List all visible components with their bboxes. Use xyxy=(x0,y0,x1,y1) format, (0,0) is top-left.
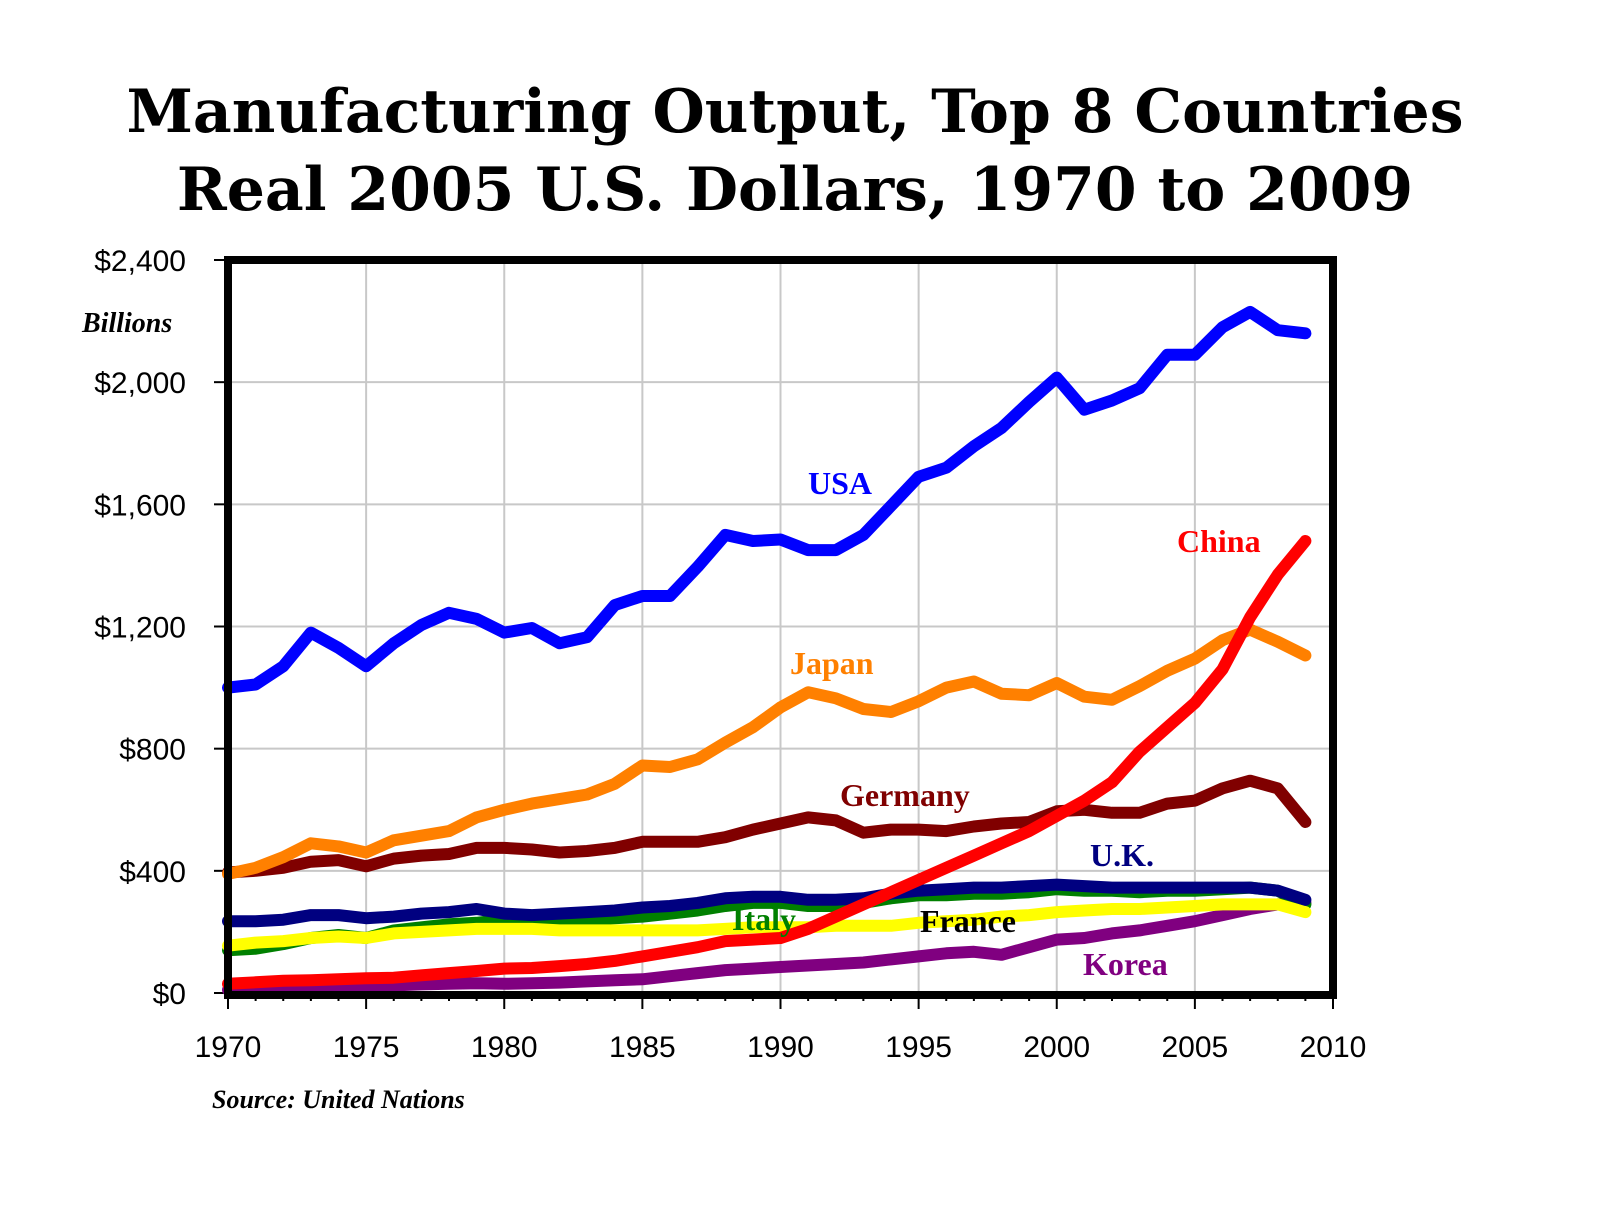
series-line-uk xyxy=(222,878,1312,928)
x-tick-label: 1990 xyxy=(747,1031,814,1064)
series-label-italy: Italy xyxy=(732,901,796,937)
source-note: Source: United Nations xyxy=(212,1085,465,1114)
gridlines xyxy=(227,259,1334,994)
series-label-japan: Japan xyxy=(790,645,874,681)
series-line-china xyxy=(222,535,1312,990)
series-line-france xyxy=(222,898,1312,952)
plot-frame xyxy=(224,256,1337,999)
y-tick-label: $800 xyxy=(119,734,186,767)
y-tick-label: $2,000 xyxy=(94,367,186,400)
x-tick-label: 2000 xyxy=(1023,1031,1090,1064)
x-tick-label: 1995 xyxy=(885,1031,952,1064)
series-line-germany xyxy=(222,774,1312,879)
series-label-usa: USA xyxy=(808,465,872,501)
x-tick-label: 1970 xyxy=(195,1031,262,1064)
y-tick-label: $1,600 xyxy=(94,489,186,522)
series-label-china: China xyxy=(1177,523,1261,559)
y-tick-label: $0 xyxy=(153,978,186,1011)
series-line-korea xyxy=(222,896,1312,996)
y-tick-label: $1,200 xyxy=(94,612,186,645)
y-axis-unit-label: Billions xyxy=(81,308,172,339)
x-axis-ticks: 1970 1975 1980 1985 1990 1995 2000 2005 2010 xyxy=(195,993,1367,1064)
series-labels: Korea Italy France U.K. Germany Japan China USA xyxy=(732,465,1261,982)
chart-title: Manufacturing Output, Top 8 Countries xyxy=(127,77,1464,147)
y-axis-ticks: $0 $400 $800 $1,200 $1,600 $2,000 $2,400 xyxy=(94,245,228,1011)
x-tick-label: 2010 xyxy=(1300,1031,1367,1064)
series-lines xyxy=(222,305,1312,996)
y-tick-label: $2,400 xyxy=(94,245,186,278)
series-label-france: France xyxy=(920,903,1016,939)
series-label-uk: U.K. xyxy=(1090,837,1154,873)
chart-subtitle: Real 2005 U.S. Dollars, 1970 to 2009 xyxy=(177,155,1413,225)
series-line-usa xyxy=(222,305,1312,694)
x-tick-label: 1980 xyxy=(471,1031,538,1064)
y-tick-label: $400 xyxy=(119,856,186,889)
series-label-germany: Germany xyxy=(840,777,970,813)
series-line-japan xyxy=(222,623,1312,880)
x-tick-label: 1985 xyxy=(609,1031,676,1064)
series-label-korea: Korea xyxy=(1083,946,1168,982)
x-tick-label: 1975 xyxy=(333,1031,400,1064)
x-tick-label: 2005 xyxy=(1162,1031,1229,1064)
